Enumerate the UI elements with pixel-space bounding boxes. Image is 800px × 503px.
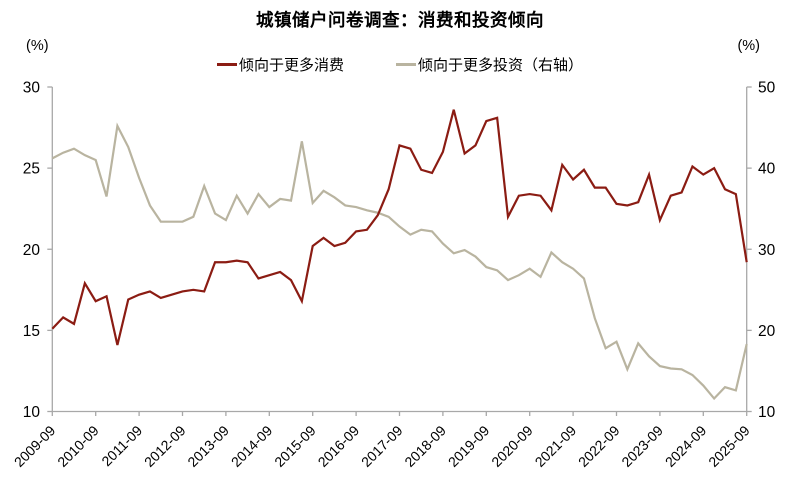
x-axis-tick-label: 2024-09 (662, 422, 710, 470)
left-axis-tick-label: 20 (23, 242, 41, 259)
legend: 倾向于更多消费 倾向于更多投资（右轴） (0, 54, 800, 75)
x-axis-tick-label: 2019-09 (445, 422, 493, 470)
y-axis-left: 30 25 20 15 10 (23, 80, 53, 421)
right-axis-unit-label: (%) (737, 38, 760, 54)
right-axis-tick-label: 50 (758, 80, 776, 97)
right-axis-tick-label: 30 (758, 242, 776, 259)
right-axis-tick-label: 10 (758, 404, 776, 421)
legend-item-consumption: 倾向于更多消费 (216, 54, 344, 75)
legend-label-consumption: 倾向于更多消费 (238, 57, 344, 74)
x-axis-tick-label: 2018-09 (401, 422, 449, 470)
investment-line-swatch-icon (396, 63, 416, 66)
x-axis-tick-label: 2025-09 (705, 422, 753, 470)
left-axis-tick-label: 30 (23, 80, 41, 97)
x-axis-tick-label: 2015-09 (271, 422, 319, 470)
x-axis-tick-label: 2020-09 (488, 422, 536, 470)
x-axis-tick-label: 2011-09 (98, 422, 145, 469)
chart-title: 城镇储户问卷调查：消费和投资倾向 (256, 10, 544, 30)
x-axis-tick-label: 2017-09 (358, 422, 406, 470)
x-axis-tick-label: 2014-09 (228, 422, 276, 470)
x-axis: 2009-092010-092011-092012-092013-092014-… (11, 411, 753, 470)
consumption-series-line (51, 109, 748, 346)
x-axis-tick-label: 2021-09 (532, 422, 580, 470)
x-axis-tick-label: 2012-09 (141, 422, 189, 470)
x-axis-tick-label: 2010-09 (54, 422, 102, 470)
x-axis-tick-label: 2023-09 (618, 422, 666, 470)
x-axis-tick-label: 2009-09 (11, 422, 59, 470)
left-axis-unit-label: (%) (26, 38, 49, 54)
x-axis-tick-label: 2013-09 (184, 422, 232, 470)
x-axis-tick-label: 2016-09 (315, 422, 363, 470)
investment-series-line (51, 122, 748, 401)
legend-label-investment: 倾向于更多投资（右轴） (418, 57, 584, 74)
left-axis-tick-label: 15 (23, 323, 40, 340)
legend-item-investment: 倾向于更多投资（右轴） (396, 54, 583, 75)
x-axis-tick-label: 2022-09 (575, 422, 623, 470)
left-axis-tick-label: 10 (23, 404, 41, 421)
consumption-line-swatch-icon (216, 63, 237, 66)
right-axis-tick-label: 20 (758, 323, 776, 340)
left-axis-tick-label: 25 (23, 161, 40, 178)
axes (51, 87, 748, 413)
y-axis-right: 50 40 30 20 10 (746, 80, 776, 421)
right-axis-tick-label: 40 (758, 161, 776, 178)
